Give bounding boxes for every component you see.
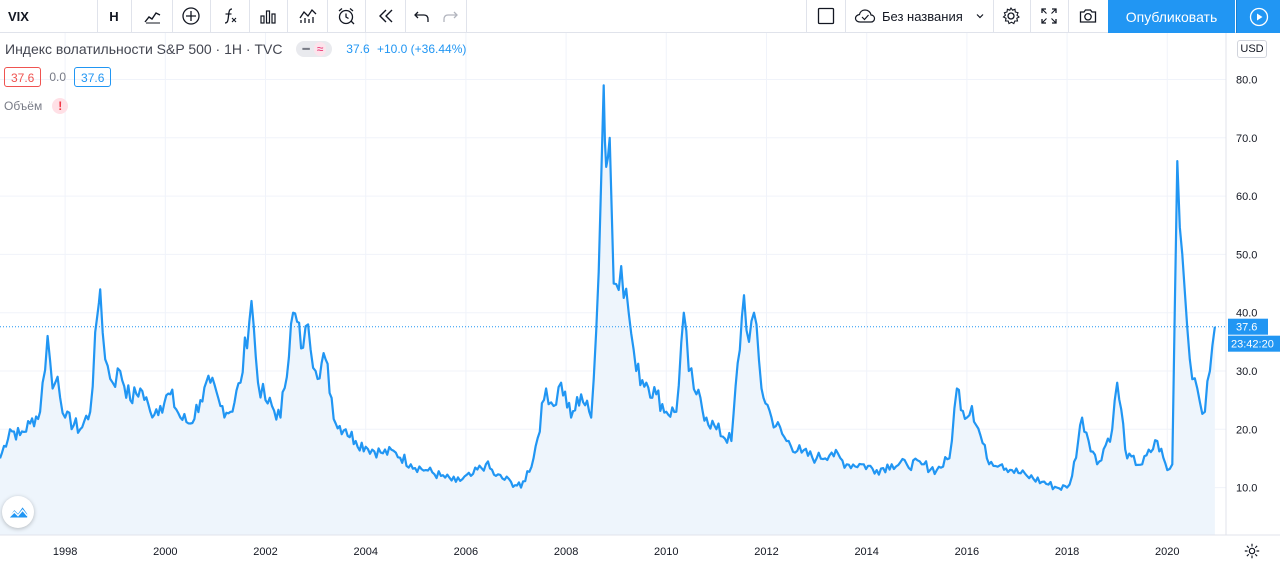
svg-text:37.6: 37.6 (1236, 322, 1257, 334)
y-tick-label: 30.0 (1236, 366, 1257, 378)
series-legend: Индекс волатильности S&P 500 · 1Н · TVC … (5, 41, 466, 57)
y-tick-label: 50.0 (1236, 249, 1257, 261)
camera-icon[interactable] (1070, 0, 1106, 32)
minus-icon: ━ (302, 42, 310, 56)
separator (131, 0, 132, 32)
legend-change: +10.0 (+36.44%) (376, 42, 467, 56)
svg-text:23:42:20: 23:42:20 (1231, 339, 1274, 351)
volume-label[interactable]: Объём (4, 99, 43, 113)
separator (287, 0, 288, 32)
layout-name-label: Без названия (882, 8, 963, 24)
cloud-icon (854, 9, 876, 23)
separator (806, 0, 807, 32)
layout-square-icon[interactable] (808, 0, 844, 32)
x-tick-label: 2004 (353, 546, 377, 558)
interval-button[interactable]: Н (109, 8, 119, 24)
separator (327, 0, 328, 32)
separator (172, 0, 173, 32)
separator (993, 0, 994, 32)
replay-icon[interactable] (369, 0, 403, 32)
last-price-tag: 37.6 (1228, 318, 1268, 335)
fullscreen-icon[interactable] (1032, 0, 1066, 32)
separator (365, 0, 366, 32)
top-toolbar: VIX Н Без названия (0, 0, 1280, 33)
y-tick-label: 70.0 (1236, 133, 1257, 145)
x-tick-label: 2012 (754, 546, 778, 558)
y-tick-label: 20.0 (1236, 424, 1257, 436)
x-tick-label: 2010 (654, 546, 678, 558)
separator (97, 0, 98, 32)
layout-name-button[interactable]: Без названия (846, 0, 992, 32)
separator (845, 0, 846, 32)
separator (210, 0, 211, 32)
y-tick-label: 60.0 (1236, 191, 1257, 203)
separator (249, 0, 250, 32)
add-compare-icon[interactable] (174, 0, 208, 32)
x-tick-label: 2000 (153, 546, 177, 558)
x-tick-label: 2002 (253, 546, 277, 558)
y-tick-label: 80.0 (1236, 75, 1257, 87)
alert-icon[interactable] (329, 0, 363, 32)
buy-button[interactable]: 37.6 (74, 67, 112, 87)
separator (466, 0, 467, 32)
volatility-series-line (0, 84, 1216, 491)
tradingview-logo[interactable] (2, 496, 34, 528)
chart-settings-button[interactable] (1241, 540, 1263, 562)
redo-icon[interactable] (435, 0, 465, 32)
countdown-tag: 23:42:20 (1228, 335, 1280, 352)
separator (1030, 0, 1031, 32)
legend-title[interactable]: Индекс волатильности S&P 500 · 1Н · TVC (5, 41, 283, 57)
x-tick-label: 2008 (554, 546, 578, 558)
x-tick-label: 2006 (454, 546, 478, 558)
warning-icon[interactable]: ! (52, 98, 69, 114)
x-tick-label: 2020 (1155, 546, 1179, 558)
indicators-icon[interactable] (213, 0, 247, 32)
separator (405, 0, 406, 32)
logo-icon (8, 507, 28, 518)
currency-label[interactable]: USD (1237, 40, 1267, 58)
trade-buttons: 37.6 0.0 37.6 (4, 67, 112, 87)
x-tick-label: 2018 (1055, 546, 1079, 558)
volatility-area-fill (0, 85, 1215, 536)
play-icon (1249, 7, 1268, 26)
y-tick-label: 40.0 (1236, 308, 1257, 320)
gear-icon (1244, 543, 1260, 559)
chart-type-icon[interactable] (291, 0, 325, 32)
chevron-down-icon (976, 14, 984, 19)
x-tick-label: 1998 (53, 546, 77, 558)
templates-icon[interactable] (251, 0, 285, 32)
x-tick-label: 2016 (955, 546, 979, 558)
publish-menu-button[interactable] (1236, 0, 1280, 33)
price-chart[interactable]: 10.0 20.0 30.0 40.0 50.0 60.0 70.0 80.0 1998 200… (0, 33, 1280, 567)
publish-button[interactable]: Опубликовать (1108, 0, 1235, 33)
separator (1068, 0, 1069, 32)
spread-value: 0.0 (49, 70, 67, 84)
y-tick-label: 10.0 (1236, 483, 1257, 495)
legend-values: 37.6 +10.0 (+36.44%) (346, 42, 466, 56)
sell-button[interactable]: 37.6 (4, 67, 42, 87)
settings-icon[interactable] (994, 0, 1028, 32)
x-tick-label: 2014 (854, 546, 878, 558)
undo-icon[interactable] (407, 0, 437, 32)
volume-legend: Объём ! (4, 98, 69, 114)
legend-controls[interactable]: ━ ≈ (296, 41, 333, 57)
legend-last: 37.6 (346, 42, 370, 56)
bar-style-icon[interactable] (136, 0, 170, 32)
approx-icon: ≈ (313, 42, 327, 56)
symbol-search[interactable]: VIX (8, 8, 29, 24)
